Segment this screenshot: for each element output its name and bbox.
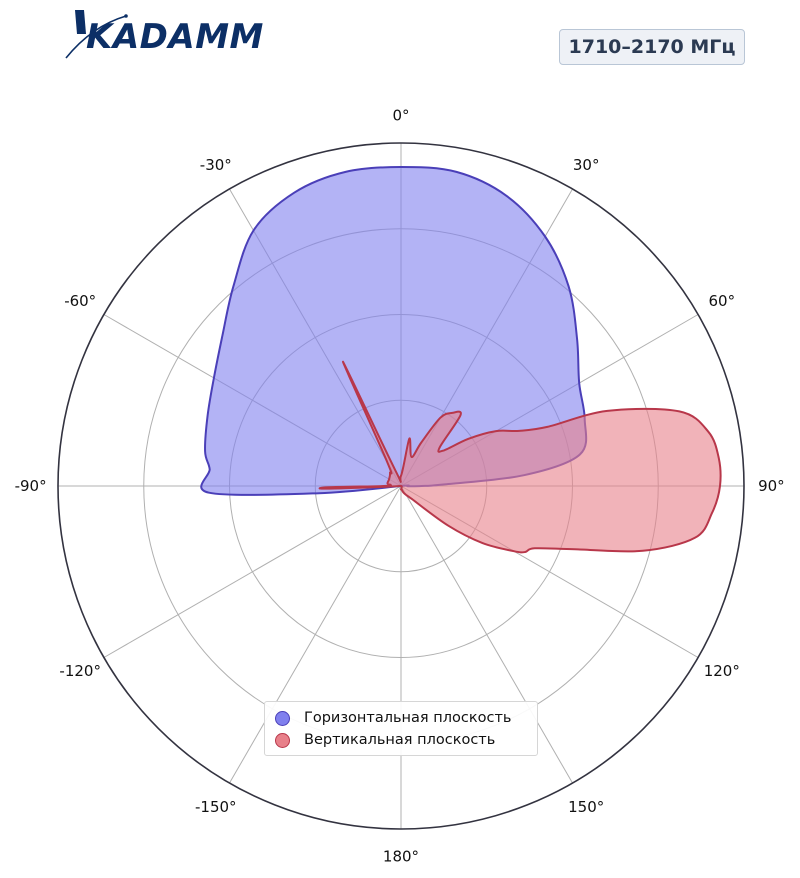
kadamm-logo bbox=[65, 10, 128, 59]
theta-tick-label: 180° bbox=[383, 847, 419, 865]
polar-outer-ring bbox=[57, 142, 745, 830]
theta-tick-label: 60° bbox=[709, 292, 736, 310]
grid-spoke-210 bbox=[229, 485, 402, 784]
logo-dot-icon bbox=[124, 14, 128, 18]
logo-swoosh-icon bbox=[65, 15, 127, 59]
theta-tick-label: -60° bbox=[64, 292, 96, 310]
legend-swatch-vertical bbox=[275, 732, 290, 748]
theta-tick-label: 0° bbox=[392, 107, 409, 125]
theta-tick-label: 30° bbox=[573, 156, 600, 174]
theta-tick-label: 90° bbox=[758, 477, 785, 495]
theta-tick-label: -150° bbox=[195, 798, 237, 816]
series-vertical-area bbox=[318, 360, 722, 554]
theta-tick-label: 150° bbox=[568, 798, 604, 816]
legend-item-horizontal: Горизонтальная плоскость bbox=[275, 707, 537, 729]
frequency-band-label: 1710–2170 МГц bbox=[559, 29, 745, 65]
theta-tick-label: -30° bbox=[200, 156, 232, 174]
theta-tick-label: -120° bbox=[59, 662, 101, 680]
legend-item-vertical: Вертикальная плоскость bbox=[275, 729, 537, 751]
logo-leaf-icon bbox=[75, 10, 86, 34]
theta-tick-label: 120° bbox=[704, 662, 740, 680]
theta-tick-label: -90° bbox=[15, 477, 47, 495]
legend-swatch-horizontal bbox=[275, 710, 290, 726]
legend: Горизонтальная плоскость Вертикальная пл… bbox=[264, 701, 538, 756]
legend-label-horizontal: Горизонтальная плоскость bbox=[304, 710, 512, 726]
grid-spoke-150 bbox=[400, 485, 573, 784]
logo-text: KADAMM bbox=[86, 17, 264, 57]
legend-label-vertical: Вертикальная плоскость bbox=[304, 732, 496, 748]
grid-spoke-240 bbox=[103, 485, 402, 658]
